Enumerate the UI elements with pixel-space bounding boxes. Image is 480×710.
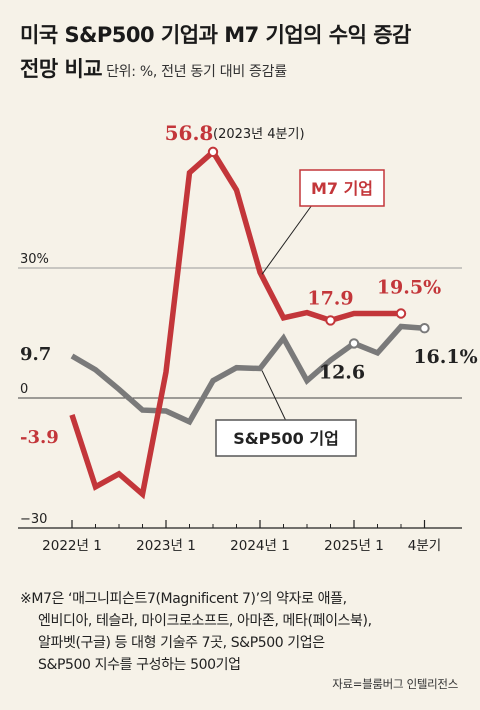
sp500-point-0 [72, 355, 73, 356]
m7-point-0 [72, 414, 73, 415]
title-line-1: 미국 S&P500 기업과 M7 기업의 수익 증감 [20, 23, 411, 47]
footnote-line-3: 알파벳(구글) 등 대형 기술주 7곳, S&P500 기업은 [38, 635, 325, 651]
m7-peak-label: 56.8 [165, 121, 214, 145]
sp500-marker-15 [419, 323, 430, 334]
m7-point-10 [307, 312, 308, 313]
m7-legend-box [299, 169, 385, 207]
y-tick-label-1: 0 [20, 382, 28, 397]
footnote-line-2: 엔비디아, 테슬라, 마이크로소프트, 아마존, 메타(페이스북), [38, 613, 372, 629]
footnote-line-4: S&P500 지수를 구성하는 500기업 [38, 657, 241, 673]
sp500-point-4 [166, 411, 167, 412]
sp500-marker-12 [348, 338, 360, 349]
chart: 30% 0 −30 2022년 1 2023년 1 2024년 1 2025년 1 4분기 56… [18, 121, 478, 554]
sp500-point-7 [236, 367, 237, 368]
sp500-point-2 [119, 389, 120, 390]
m7-point-1 [95, 486, 96, 487]
m7-peak-note: (2023년 4분기) [213, 127, 305, 142]
sp500-point-6 [213, 380, 214, 381]
m7-marker-11 [325, 315, 336, 326]
chart-title: 미국 S&P500 기업과 M7 기업의 수익 증감 전망 비교 단위: %, 전… [20, 18, 470, 89]
series-line-m7 [69, 147, 401, 500]
m7-marker-6 [207, 146, 219, 158]
m7-point-12 [354, 313, 355, 314]
x-tick-label-1: 2023년 1 [136, 538, 196, 554]
m7-label-19-5: 19.5% [377, 277, 441, 299]
m7-legend-label: M7 기업 [311, 179, 373, 198]
m7-start-label: -3.9 [20, 427, 59, 448]
m7-callout-leader [261, 204, 313, 275]
m7-point-3 [142, 494, 143, 495]
m7-point-2 [119, 473, 120, 474]
sp500-label-16-1: 16.1% [413, 346, 477, 368]
sp500-point-9 [283, 338, 284, 339]
m7-point-9 [283, 317, 284, 318]
sp500-start-label: 9.7 [20, 344, 51, 365]
title-line-2-text: 전망 비교 [20, 57, 103, 81]
title-line-2: 전망 비교 단위: %, 전년 동기 대비 증감률 [20, 52, 470, 89]
m7-point-5 [189, 172, 190, 173]
y-tick-label-2: −30 [20, 512, 47, 527]
sp500-point-5 [189, 421, 190, 422]
m7-point-8 [260, 272, 261, 273]
sp500-legend-box [215, 419, 357, 457]
sp500-point-8 [260, 368, 261, 369]
y-tick-label-0: 30% [20, 252, 49, 267]
x-tick-label-0: 2022년 1 [42, 538, 102, 554]
sp500-point-1 [95, 369, 96, 370]
m7-label-17-9: 17.9 [307, 287, 353, 309]
footnote-line-1: ※M7은 ‘매그니피슨트7(Magnificent 7)’의 약자로 애플, [20, 591, 347, 607]
sp500-point-10 [307, 380, 308, 381]
x-tick-label-4: 4분기 [408, 538, 441, 554]
sp500-point-13 [377, 352, 378, 353]
sp500-point-3 [142, 410, 143, 411]
m7-point-7 [236, 190, 237, 191]
x-tick-label-3: 2025년 1 [324, 538, 384, 554]
m7-point-13 [377, 313, 378, 314]
x-tick-label-2: 2024년 1 [230, 538, 290, 554]
sp500-point-14 [401, 326, 402, 327]
sp500-label-12-6: 12.6 [319, 361, 365, 383]
series-line-sp500 [70, 323, 425, 426]
source-credit: 자료=블룸버그 인텔리전스 [332, 677, 458, 691]
m7-point-4 [166, 372, 167, 373]
m7-marker-14 [395, 308, 407, 319]
sp500-legend-label: S&P500 기업 [233, 429, 339, 448]
sp500-callout-leader [261, 370, 287, 422]
unit-label: 단위: %, 전년 동기 대비 증감률 [106, 64, 287, 80]
footnote: ※M7은 ‘매그니피슨트7(Magnificent 7)’의 약자로 애플, 엔… [20, 588, 460, 676]
